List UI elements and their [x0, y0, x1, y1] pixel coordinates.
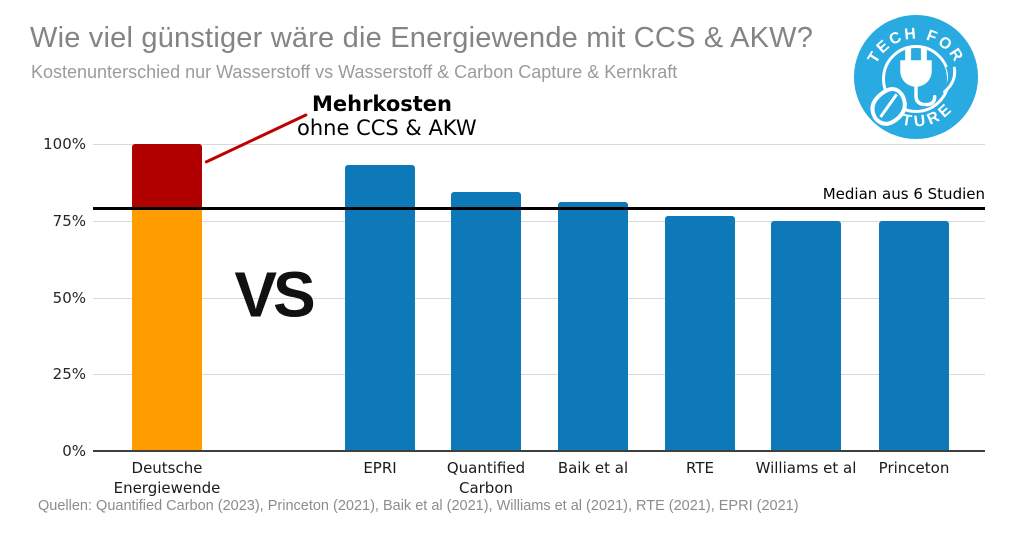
x-tick-label: EPRI	[363, 459, 397, 477]
annotation-bold-line: Mehrkosten	[311, 92, 452, 116]
chart-subtitle: Kostenunterschied nur Wasserstoff vs Was…	[31, 62, 678, 82]
x-tick-label: Williams et al	[755, 459, 857, 477]
gridline-50%	[93, 297, 985, 299]
chart-title: Wie viel günstiger wäre die Energiewende…	[30, 22, 814, 54]
tech-for-future-logo: TECH FOR FUTURE	[852, 13, 980, 141]
y-tick-label: 75%	[52, 211, 86, 230]
vs-label: VS	[234, 258, 315, 331]
bar	[345, 165, 415, 451]
gridline-75%	[93, 220, 985, 222]
annotation-normal-line: ohne CCS & AKW	[297, 116, 477, 140]
y-tick-label: 25%	[52, 365, 86, 384]
gridline-25%	[93, 374, 985, 376]
gridline-0%	[93, 450, 985, 452]
annotation-pointer-line	[204, 113, 308, 164]
bar	[771, 220, 841, 451]
bar	[879, 220, 949, 451]
median-label: Median aus 6 Studien	[822, 185, 985, 203]
x-tick-label: RTE	[686, 459, 714, 477]
x-tick-label: Deutsche Energiewende	[113, 459, 221, 497]
gridline-100%	[93, 144, 985, 145]
x-tick-label: Quantified Carbon	[446, 459, 526, 497]
bar-segment	[132, 208, 202, 451]
bar-segment	[132, 144, 202, 209]
sources-line: Quellen: Quantified Carbon (2023), Princ…	[38, 498, 799, 514]
bar	[451, 191, 521, 451]
logo-graphic: TECH FOR FUTURE	[853, 14, 979, 140]
y-tick-label: 0%	[62, 442, 86, 460]
y-tick-label: 50%	[52, 288, 86, 307]
bar	[558, 202, 628, 451]
plug-icon	[882, 45, 957, 113]
leaf-icon	[870, 87, 907, 126]
y-tick-label: 100%	[43, 135, 86, 153]
bar	[665, 216, 735, 451]
x-tick-label: Princeton	[878, 459, 950, 477]
annotation-mehrkosten: Mehrkosten ohne CCS & AKW	[297, 92, 477, 140]
median-line	[93, 206, 985, 210]
x-tick-label: Baik et al	[557, 459, 629, 477]
